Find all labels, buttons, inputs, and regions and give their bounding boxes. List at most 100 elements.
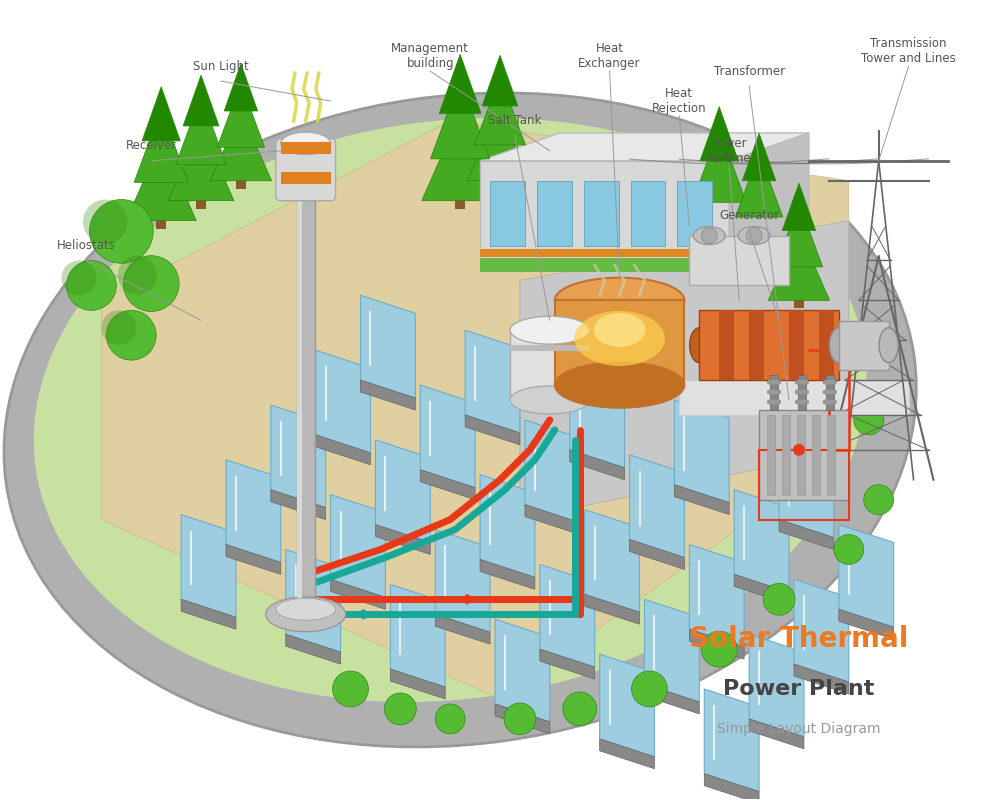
- Circle shape: [118, 256, 157, 294]
- Polygon shape: [794, 664, 849, 694]
- Bar: [297, 196, 302, 614]
- Polygon shape: [525, 420, 580, 522]
- Polygon shape: [495, 704, 550, 734]
- Circle shape: [563, 692, 597, 726]
- Polygon shape: [540, 565, 595, 667]
- Bar: [116, 242, 126, 261]
- Bar: [827, 415, 835, 494]
- Bar: [281, 172, 331, 184]
- Text: Transformer: Transformer: [714, 65, 785, 78]
- Text: Power Plant: Power Plant: [723, 679, 875, 699]
- Bar: [156, 217, 166, 229]
- Polygon shape: [480, 161, 729, 261]
- Bar: [196, 197, 206, 209]
- Polygon shape: [540, 649, 595, 679]
- Polygon shape: [749, 719, 804, 749]
- Polygon shape: [316, 350, 370, 453]
- Bar: [510, 345, 590, 351]
- Ellipse shape: [767, 399, 781, 405]
- Polygon shape: [689, 630, 744, 659]
- Polygon shape: [630, 539, 684, 570]
- Bar: [281, 142, 331, 154]
- Polygon shape: [467, 106, 533, 181]
- Bar: [699, 310, 839, 380]
- Bar: [819, 310, 834, 380]
- Ellipse shape: [879, 328, 898, 362]
- Polygon shape: [331, 579, 385, 610]
- Polygon shape: [570, 450, 625, 480]
- Circle shape: [763, 583, 795, 615]
- Circle shape: [106, 310, 156, 360]
- Bar: [490, 181, 525, 246]
- Polygon shape: [101, 121, 849, 699]
- Circle shape: [864, 485, 894, 514]
- Ellipse shape: [510, 316, 590, 344]
- Text: Sun Light: Sun Light: [193, 60, 249, 73]
- Polygon shape: [126, 141, 196, 221]
- Circle shape: [834, 534, 864, 565]
- Circle shape: [101, 310, 136, 345]
- Polygon shape: [168, 126, 234, 201]
- Bar: [631, 181, 665, 246]
- Polygon shape: [375, 440, 430, 542]
- Circle shape: [435, 704, 465, 734]
- Polygon shape: [775, 202, 823, 267]
- Ellipse shape: [823, 389, 837, 395]
- Bar: [797, 415, 805, 494]
- Polygon shape: [183, 75, 219, 126]
- Text: Solar Thermal: Solar Thermal: [689, 625, 909, 653]
- Polygon shape: [226, 545, 281, 574]
- Polygon shape: [331, 494, 385, 598]
- Polygon shape: [176, 96, 226, 165]
- Polygon shape: [271, 405, 326, 508]
- Polygon shape: [316, 435, 370, 465]
- Circle shape: [632, 671, 667, 707]
- Circle shape: [83, 199, 128, 244]
- Bar: [480, 258, 729, 273]
- Bar: [495, 177, 505, 189]
- Polygon shape: [742, 134, 776, 181]
- Bar: [789, 310, 804, 380]
- Polygon shape: [435, 614, 490, 644]
- Bar: [689, 235, 789, 286]
- Polygon shape: [480, 474, 535, 578]
- Bar: [794, 296, 804, 308]
- Ellipse shape: [594, 313, 645, 347]
- Polygon shape: [585, 510, 640, 612]
- Polygon shape: [224, 63, 258, 111]
- Circle shape: [89, 199, 153, 263]
- Ellipse shape: [34, 118, 867, 702]
- Polygon shape: [217, 83, 265, 147]
- Polygon shape: [782, 183, 816, 230]
- Polygon shape: [684, 161, 754, 241]
- Text: Salt Tank: Salt Tank: [488, 114, 542, 127]
- Polygon shape: [779, 435, 834, 538]
- Ellipse shape: [823, 399, 837, 405]
- Ellipse shape: [767, 389, 781, 395]
- Polygon shape: [475, 76, 525, 145]
- Polygon shape: [134, 109, 188, 182]
- Polygon shape: [704, 689, 759, 792]
- Polygon shape: [704, 774, 759, 800]
- Polygon shape: [360, 380, 415, 410]
- Polygon shape: [142, 86, 180, 141]
- Ellipse shape: [574, 311, 665, 366]
- Polygon shape: [700, 106, 738, 161]
- Ellipse shape: [738, 226, 770, 245]
- Polygon shape: [585, 594, 640, 624]
- Circle shape: [67, 261, 116, 310]
- Polygon shape: [779, 519, 834, 550]
- Ellipse shape: [795, 379, 809, 385]
- Polygon shape: [420, 385, 475, 488]
- Bar: [455, 197, 465, 209]
- Polygon shape: [630, 455, 684, 558]
- Bar: [749, 310, 764, 380]
- Bar: [297, 196, 315, 614]
- Circle shape: [333, 671, 368, 707]
- Polygon shape: [644, 684, 699, 714]
- Ellipse shape: [795, 389, 809, 395]
- Polygon shape: [734, 574, 789, 604]
- Polygon shape: [465, 330, 520, 433]
- Polygon shape: [480, 133, 809, 161]
- Polygon shape: [839, 525, 894, 627]
